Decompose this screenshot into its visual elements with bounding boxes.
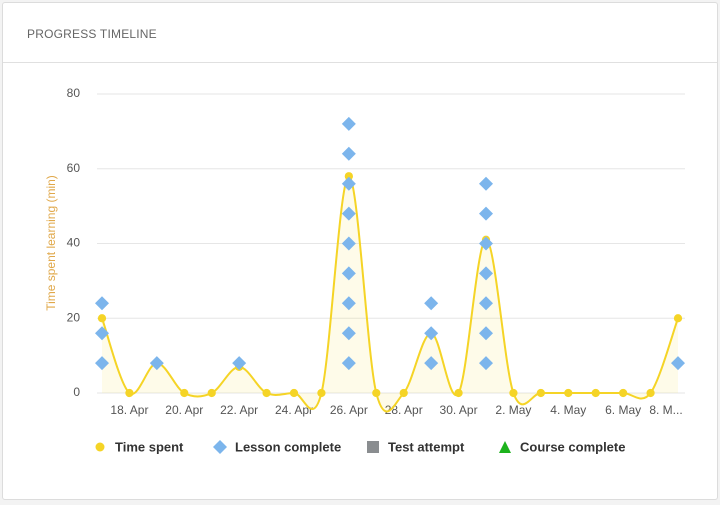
point bbox=[619, 388, 628, 398]
x-tick-label: 20. Apr bbox=[165, 403, 203, 417]
lesson-marker bbox=[479, 206, 493, 221]
lesson-marker bbox=[479, 296, 493, 311]
legend-label: Lesson complete bbox=[235, 439, 341, 454]
point bbox=[180, 388, 189, 398]
point bbox=[454, 388, 463, 398]
legend-label: Test attempt bbox=[388, 439, 465, 454]
lesson-marker bbox=[95, 296, 109, 311]
point bbox=[646, 388, 655, 398]
point bbox=[262, 388, 271, 398]
lesson-marker bbox=[95, 356, 109, 371]
lesson-marker bbox=[341, 146, 356, 161]
lesson-marker bbox=[149, 356, 164, 371]
legend-label: Time spent bbox=[115, 439, 184, 454]
x-tick-label: 2. May bbox=[495, 403, 531, 417]
point bbox=[509, 388, 518, 398]
point bbox=[564, 388, 573, 398]
x-tick-label: 24. Apr bbox=[275, 403, 313, 417]
y-axis-label: Time spent learning (min) bbox=[44, 175, 58, 311]
point bbox=[673, 314, 683, 323]
lesson-marker bbox=[479, 326, 493, 341]
point bbox=[97, 314, 107, 323]
legend-marker bbox=[213, 440, 227, 454]
y-tick-label: 60 bbox=[67, 161, 81, 175]
x-tick-label: 8. M... bbox=[649, 403, 682, 417]
point bbox=[591, 388, 600, 398]
lesson-marker bbox=[479, 236, 493, 251]
lesson-marker bbox=[479, 176, 493, 191]
lesson-marker bbox=[341, 116, 356, 131]
lesson-marker bbox=[341, 236, 356, 251]
point bbox=[317, 388, 326, 398]
y-tick-label: 80 bbox=[67, 86, 81, 100]
lesson-marker bbox=[341, 266, 356, 281]
x-tick-label: 6. May bbox=[605, 403, 641, 417]
panel-header: PROGRESS TIMELINE bbox=[3, 3, 717, 63]
point bbox=[344, 172, 353, 181]
lesson-marker bbox=[671, 356, 685, 371]
point bbox=[536, 388, 545, 398]
lesson-marker bbox=[341, 206, 356, 221]
lesson-marker bbox=[232, 356, 247, 371]
legend-marker bbox=[499, 441, 511, 453]
legend-marker bbox=[367, 441, 379, 453]
lesson-marker bbox=[341, 296, 356, 311]
lesson-marker bbox=[479, 266, 493, 281]
point bbox=[125, 388, 134, 398]
lesson-marker bbox=[341, 356, 356, 371]
line bbox=[101, 175, 679, 413]
point bbox=[372, 388, 381, 398]
point bbox=[289, 388, 299, 398]
lesson-marker bbox=[424, 356, 439, 371]
y-tick-label: 40 bbox=[67, 236, 81, 250]
y-tick-label: 20 bbox=[67, 310, 81, 324]
legend-label: Course complete bbox=[520, 439, 625, 454]
point bbox=[207, 388, 216, 398]
lesson-marker bbox=[479, 356, 493, 371]
y-tick-label: 0 bbox=[73, 385, 80, 399]
x-tick-label: 22. Apr bbox=[220, 403, 258, 417]
lesson-marker bbox=[424, 296, 439, 311]
point bbox=[399, 388, 408, 398]
x-tick-label: 26. Apr bbox=[330, 403, 368, 417]
x-tick-label: 30. Apr bbox=[440, 403, 478, 417]
lesson-marker bbox=[95, 326, 109, 341]
lesson-marker bbox=[424, 326, 439, 341]
x-tick-label: 4. May bbox=[550, 403, 586, 417]
x-tick-label: 18. Apr bbox=[110, 403, 148, 417]
legend-marker bbox=[95, 442, 105, 452]
lesson-marker bbox=[341, 176, 356, 191]
panel-title: PROGRESS TIMELINE bbox=[27, 27, 157, 41]
lesson-marker bbox=[341, 326, 356, 341]
area bbox=[102, 176, 678, 412]
